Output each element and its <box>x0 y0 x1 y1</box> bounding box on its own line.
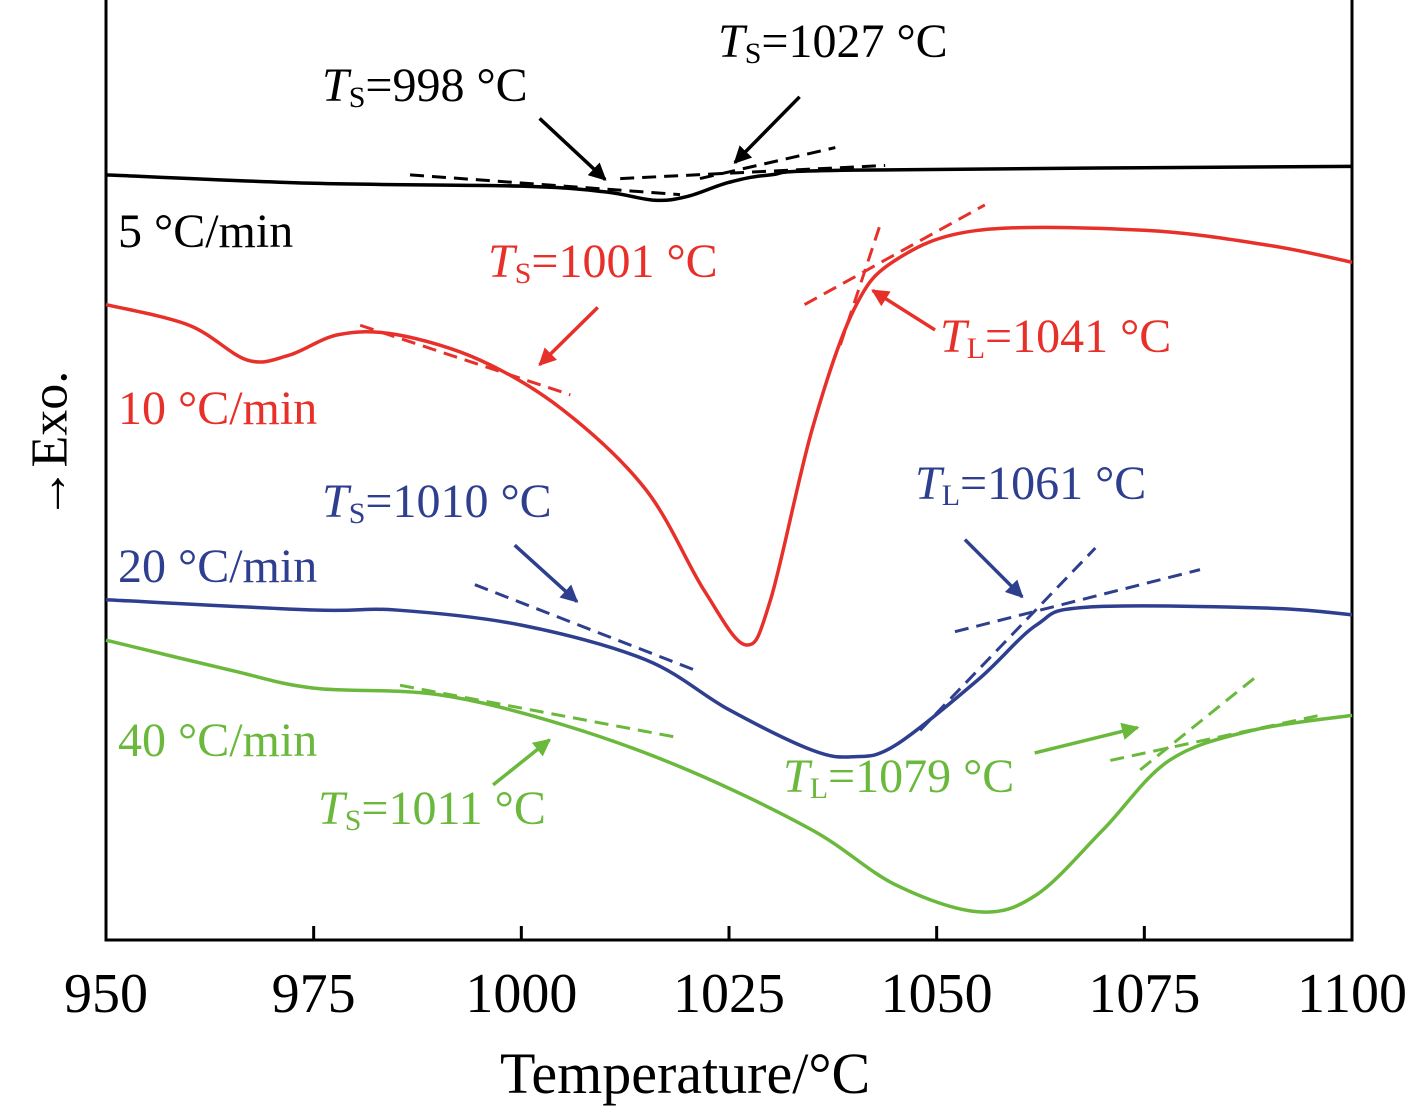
annotation-label: TS=1010 °C <box>322 475 552 529</box>
annotation-label: TL=1079 °C <box>783 750 1015 804</box>
series-line-2 <box>105 597 1353 759</box>
annotation-value: =1079 °C <box>828 750 1015 803</box>
annotation-symbol: T <box>783 750 810 803</box>
tangent-line <box>409 173 681 197</box>
annotation-value: =1001 °C <box>531 235 718 288</box>
annotation-label: TS=998 °C <box>322 59 528 113</box>
series-label-5: 5 °C/min <box>118 205 294 258</box>
annotation-subscript: L <box>809 772 829 805</box>
annotation-arrow <box>963 538 1024 599</box>
x-tick-label: 1000 <box>465 963 578 1025</box>
tangent-line <box>474 583 701 674</box>
annotation-symbol: T <box>322 475 349 528</box>
annotation-arrow <box>538 117 607 181</box>
series-label-20: 20 °C/min <box>118 540 318 593</box>
tangent-line <box>399 683 681 740</box>
annotation-symbol: T <box>940 310 967 363</box>
annotation-arrow <box>513 543 579 603</box>
annotation-symbol: T <box>488 235 515 288</box>
x-tick-label: 950 <box>64 963 148 1025</box>
tangent-line <box>620 163 886 181</box>
x-tick-label: 1050 <box>880 963 993 1025</box>
annotation-subscript: S <box>514 257 532 290</box>
annotation-subscript: L <box>966 332 986 365</box>
tangent-line <box>803 203 986 306</box>
tangent-line <box>359 323 571 397</box>
annotation-subscript: S <box>348 497 366 530</box>
annotation-arrow <box>1034 722 1140 755</box>
annotation-subscript: L <box>941 479 961 512</box>
annotation-symbol: T <box>322 59 349 112</box>
tangent-line <box>1139 676 1256 772</box>
x-tick-label: 1025 <box>673 963 785 1025</box>
x-tick-label: 1100 <box>1297 963 1407 1025</box>
x-tick-label: 975 <box>271 963 356 1025</box>
series-label-10: 10 °C/min <box>118 382 318 435</box>
annotation-label: TL=1061 °C <box>915 457 1147 511</box>
annotation-arrow <box>871 288 936 332</box>
annotation-arrow <box>733 95 801 164</box>
annotation-value: =1041 °C <box>985 310 1172 363</box>
annotation-value: =998 °C <box>365 59 528 112</box>
series-line-1 <box>105 225 1353 647</box>
annotation-symbol: T <box>718 15 745 68</box>
series-line-0 <box>105 164 1353 203</box>
annotation-value: =1010 °C <box>365 475 552 528</box>
annotation-subscript: S <box>348 81 366 114</box>
annotation-label: TS=1027 °C <box>718 15 948 69</box>
annotation-label: TL=1041 °C <box>940 310 1172 364</box>
annotation-value: =1061 °C <box>960 457 1147 510</box>
annotation-symbol: T <box>318 782 345 835</box>
annotation-subscript: S <box>344 804 362 837</box>
tangent-line <box>954 568 1201 634</box>
annotation-label: TS=1001 °C <box>488 235 718 289</box>
annotation-arrow <box>491 738 551 787</box>
tangent-line <box>918 546 1097 732</box>
x-tick-label: 1075 <box>1088 963 1201 1025</box>
annotation-value: =1027 °C <box>761 15 948 68</box>
annotation-value: =1011 °C <box>361 782 546 835</box>
annotation-symbol: T <box>915 457 942 510</box>
series-line-3 <box>105 638 1353 914</box>
plot-frame <box>104 0 1354 942</box>
annotation-subscript: S <box>744 37 762 70</box>
y-axis-title: →Exo. <box>21 370 79 520</box>
series-label-40: 40 °C/min <box>118 714 318 767</box>
tangent-line <box>699 146 836 181</box>
annotation-label: TS=1011 °C <box>318 782 546 836</box>
x-axis-title: Temperature/°C <box>500 1041 871 1106</box>
annotation-arrow <box>538 306 599 366</box>
